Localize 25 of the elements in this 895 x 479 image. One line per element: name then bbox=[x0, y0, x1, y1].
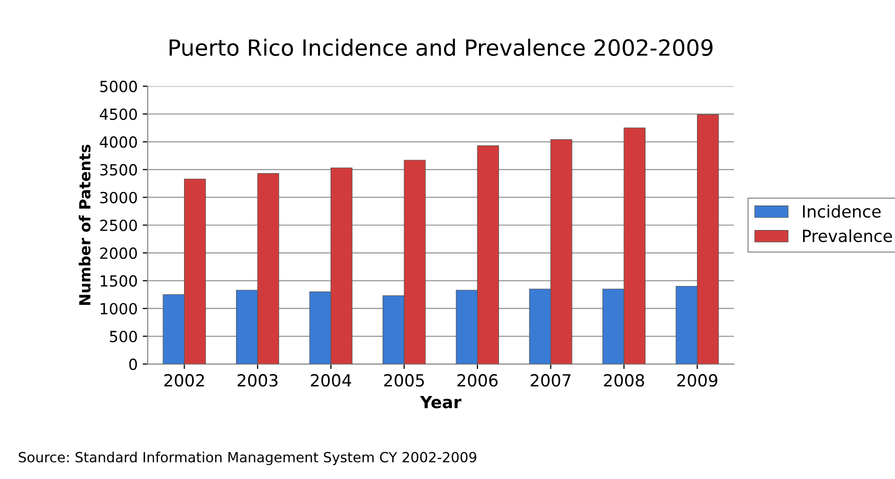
y-tick-label: 2000 bbox=[100, 247, 137, 259]
x-tick-label: 2004 bbox=[310, 374, 352, 387]
x-tick-label: 2007 bbox=[530, 374, 570, 387]
y-tick-label: 3500 bbox=[100, 164, 137, 176]
source-note: Source: Standard Information Management System CY 2002-2009 bbox=[18, 452, 476, 466]
y-tick-label: 2500 bbox=[100, 220, 137, 232]
legend-label: Prevalence bbox=[803, 229, 892, 242]
y-tick-label: 5000 bbox=[100, 80, 137, 92]
legend-label: Incidence bbox=[803, 204, 881, 218]
y-tick-label: 3000 bbox=[100, 192, 137, 204]
y-tick-label: 4000 bbox=[100, 136, 137, 148]
y-axis-title: Number of Patents bbox=[78, 144, 91, 305]
y-tick-label: 0 bbox=[129, 358, 137, 370]
x-tick-label: 2009 bbox=[677, 374, 718, 387]
x-tick-label: 2008 bbox=[604, 374, 644, 387]
y-tick-label: 1500 bbox=[100, 275, 137, 287]
y-tick-label: 1000 bbox=[100, 302, 137, 314]
x-tick-label: 2003 bbox=[238, 374, 278, 387]
x-tick-label: 2005 bbox=[384, 374, 424, 387]
y-tick-label: 4500 bbox=[100, 108, 137, 120]
y-tick-label: 500 bbox=[110, 330, 137, 342]
x-axis-title: Year bbox=[420, 396, 462, 408]
chart-title: Puerto Rico Incidence and Prevalence 2002-2009 bbox=[170, 38, 713, 56]
x-tick-label: 2006 bbox=[457, 374, 498, 387]
x-tick-label: 2002 bbox=[164, 374, 204, 387]
